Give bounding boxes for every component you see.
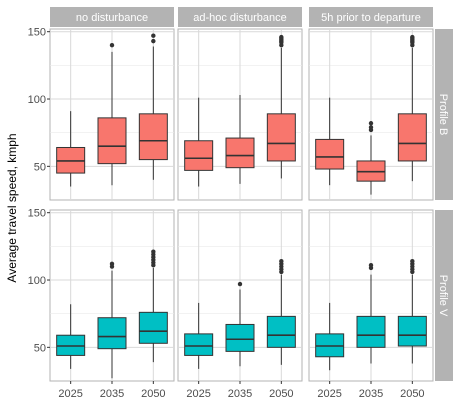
x-tick-label: 2035 — [228, 388, 252, 400]
box-2025 — [315, 302, 345, 371]
y-tick-label: 100 — [28, 275, 46, 287]
outlier-point — [151, 249, 156, 254]
box-2025 — [56, 111, 86, 187]
outlier-point — [109, 42, 115, 48]
column-strip — [50, 7, 174, 27]
box-iqr — [184, 333, 214, 356]
box-2035 — [225, 281, 255, 367]
box-iqr — [397, 113, 427, 162]
box-2050 — [266, 258, 296, 365]
x-tick-label: 2050 — [269, 388, 293, 400]
box-iqr — [315, 138, 345, 170]
box-2050 — [397, 258, 427, 364]
box-iqr — [184, 140, 214, 171]
y-axis-title: Average travel speed, kmph — [5, 133, 19, 282]
x-tick-label: 2050 — [400, 388, 424, 400]
box-2050 — [397, 34, 427, 182]
box-iqr — [138, 311, 168, 344]
row-strip-label: Profile V — [437, 275, 449, 317]
box-iqr — [138, 113, 168, 161]
y-tick-label: 100 — [28, 94, 46, 106]
facet-panel — [308, 28, 434, 201]
box-2035 — [97, 42, 127, 186]
outlier-point — [410, 34, 415, 40]
box-2035 — [356, 263, 386, 364]
column-strip-label: no disturbance — [76, 12, 148, 24]
x-tick-label: 2050 — [141, 388, 165, 400]
box-iqr — [225, 137, 255, 169]
facet-panel — [308, 209, 434, 382]
box-2025 — [315, 97, 345, 186]
outlier-point — [151, 33, 156, 38]
row-strip — [435, 29, 453, 200]
outlier-point — [368, 125, 374, 130]
facet-panel — [177, 209, 303, 382]
x-tick-label: 2025 — [186, 388, 210, 400]
x-tick-label: 2035 — [359, 388, 383, 400]
x-tick-label: 2035 — [100, 388, 124, 400]
row-strip — [435, 210, 453, 381]
box-2025 — [184, 97, 214, 187]
box-2035 — [225, 94, 255, 184]
box-iqr — [225, 323, 255, 352]
facet-panels: no disturbance ad-hoc disturbance 5h prior… — [28, 7, 453, 400]
box-iqr — [266, 113, 296, 162]
outlier-point — [109, 261, 115, 267]
box-iqr — [356, 315, 386, 348]
box-2050 — [266, 34, 296, 179]
outlier-point — [368, 121, 374, 126]
column-strip — [309, 7, 433, 27]
column-strip-label: ad-hoc disturbance — [193, 12, 287, 24]
y-tick-label: 50 — [34, 161, 46, 173]
row-strip-label: Profile B — [437, 94, 449, 136]
box-iqr — [397, 315, 427, 347]
outlier-point — [151, 38, 156, 44]
box-2050 — [138, 33, 168, 180]
outlier-point — [410, 258, 415, 264]
outlier-point — [279, 258, 284, 264]
y-tick-label: 150 — [28, 208, 46, 220]
facet-panel — [49, 209, 175, 382]
x-tick-label: 2025 — [58, 388, 82, 400]
column-strip-label: 5h prior to departure — [321, 12, 421, 24]
outlier-point — [368, 263, 374, 268]
outlier-point — [237, 281, 243, 287]
box-iqr — [97, 117, 127, 165]
facet-panel — [177, 28, 303, 201]
box-2035 — [356, 121, 386, 195]
facet-panel — [49, 28, 175, 201]
y-tick-label: 50 — [34, 342, 46, 354]
box-2025 — [184, 302, 214, 369]
outlier-point — [279, 34, 284, 40]
box-2025 — [56, 304, 86, 369]
y-tick-label: 150 — [28, 27, 46, 39]
box-iqr — [97, 317, 127, 350]
box-2050 — [138, 249, 168, 363]
box-2035 — [97, 261, 127, 379]
column-strip — [178, 7, 302, 27]
x-tick-label: 2025 — [317, 388, 341, 400]
box-iqr — [266, 315, 296, 348]
